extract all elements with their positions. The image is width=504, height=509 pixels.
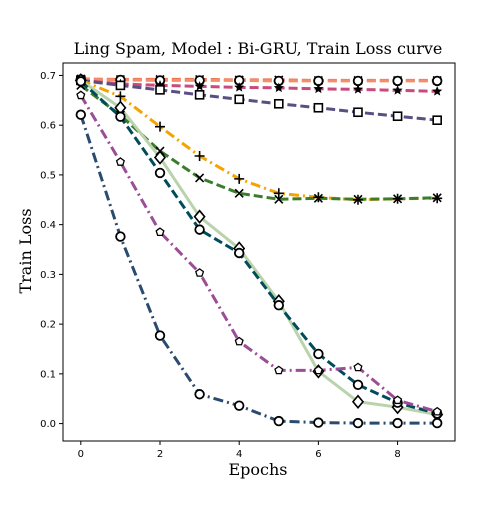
x-tick-label: 6 [315,449,321,460]
series-5-marker [155,121,166,132]
series-7-marker [193,209,206,224]
series-7-marker [351,394,365,409]
series-4-marker [392,111,403,122]
series-10-marker [194,389,205,400]
x-tick-label: 8 [394,449,400,460]
series-10-marker [352,417,364,429]
series-9-marker [313,365,323,375]
series-3-line [80,78,438,93]
series-7-marker [153,150,167,165]
series-4-marker [432,115,442,125]
series-10-marker [392,417,403,429]
series-4-marker [273,98,284,109]
y-tick-label: 0.5 [40,170,56,181]
series-9-marker [115,157,125,166]
series-5-marker [115,91,126,102]
series-10-marker [154,330,166,341]
series-3-marker [234,82,245,92]
series-3-marker [273,82,284,93]
y-tick-label: 0.7 [40,71,56,82]
series-6-marker [432,193,442,203]
series-8-marker [115,111,126,122]
series-5-marker [273,188,284,199]
series-10-marker [431,417,443,429]
series-10-marker [273,415,284,427]
series-9-marker [353,362,363,372]
series-3-marker [392,85,403,95]
y-tick-label: 0.3 [40,270,56,281]
y-tick-label: 0.6 [40,121,56,132]
series-4-marker [313,102,324,113]
y-tick-label: 0.0 [40,419,56,430]
series-10-marker [234,400,245,411]
x-tick-label: 2 [157,449,163,460]
series-4-marker [155,85,165,95]
series-4-marker [194,90,205,100]
series-2-marker [392,75,403,87]
series-10-line [79,114,438,425]
y-tick-label: 0.1 [40,369,56,380]
series-2-marker [431,75,443,87]
series-3-marker [313,83,324,94]
series-10-marker [75,109,87,120]
series-9-marker [195,268,205,277]
series-6-marker [274,194,284,204]
series-8-marker [273,300,284,311]
x-tick-label: 4 [236,449,242,460]
series-6-marker [195,173,205,183]
series-6-marker [393,194,403,204]
series-4-marker [234,94,245,105]
series-8-marker [75,76,87,87]
series-2-line [80,77,438,83]
series-8-line [79,80,438,416]
series-9-line [79,94,438,414]
series-3-marker [194,81,205,91]
series-8-marker [194,224,205,235]
series-9-marker [76,90,86,100]
series-10-marker [115,231,126,242]
series-8-marker [234,247,245,259]
series-3-marker [432,86,443,96]
y-tick-label: 0.2 [40,320,56,331]
series-10-marker [313,417,324,428]
series-9-marker [155,227,165,236]
series-9-marker [393,395,403,405]
series-3-marker [352,84,364,94]
plot-frame [62,62,456,442]
series-4-marker [115,80,126,91]
y-tick-label: 0.4 [40,220,56,231]
series-6-marker [234,188,244,198]
series-8-marker [154,167,166,179]
series-5-marker [234,173,245,184]
series-8-marker [313,348,324,360]
chart-title: Ling Spam, Model : Bi-GRU, Train Loss cu… [74,39,443,58]
series-2-marker [352,75,364,87]
series-8-marker [352,379,364,390]
series-5-marker [194,151,205,162]
series-6-marker [353,194,363,204]
series-9-marker [234,336,244,346]
series-6-marker [313,193,323,203]
x-tick-label: 0 [78,449,84,460]
series-9-marker [432,406,442,416]
series-7-line [79,79,438,417]
series-9-marker [274,365,284,375]
plot-area: 0 2 4 6 8 0.0 0.1 0.2 0.3 0.4 0.5 0.6 0.7 [40,62,456,460]
series-4-marker [353,107,363,118]
series-4-line [80,78,438,122]
y-axis-label: Train Loss [16,208,35,293]
series-6-line [79,84,438,201]
x-axis-label: Epochs [228,460,287,479]
